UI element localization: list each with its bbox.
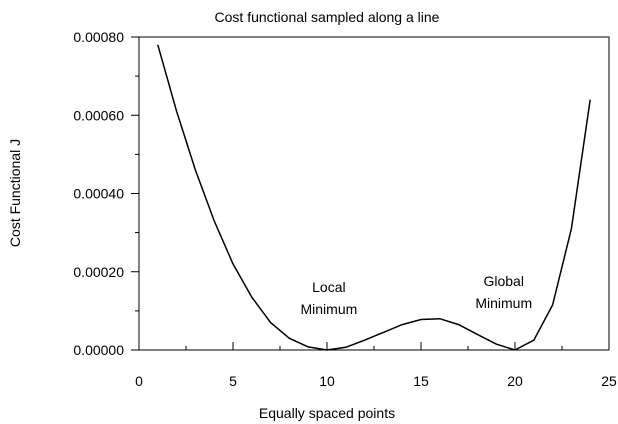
x-axis-label: Equally spaced points <box>259 405 395 421</box>
x-tick-label: 10 <box>319 373 335 389</box>
tick-labels: 0 5 10 15 20 25 0.00000 0.00020 0.00040 0.00060 0.… <box>73 29 617 389</box>
y-tick-label: 0.00080 <box>73 29 124 45</box>
annotations: Local Minimum Global Minimum <box>300 273 532 317</box>
x-tick-label: 25 <box>601 373 617 389</box>
x-tick-label: 15 <box>413 373 429 389</box>
ticks <box>131 36 610 351</box>
annotation-local-minimum: Local Minimum <box>300 279 357 317</box>
series-line <box>157 44 591 351</box>
x-tick-label: 5 <box>229 373 237 389</box>
x-tick-label: 20 <box>507 373 523 389</box>
chart-title: Cost functional sampled along a line <box>215 9 440 25</box>
y-tick-label: 0.00060 <box>73 107 124 123</box>
plot-frame <box>138 36 610 351</box>
y-tick-label: 0.00020 <box>73 264 124 280</box>
y-tick-label: 0.00000 <box>73 342 124 358</box>
y-tick-label: 0.00040 <box>73 186 124 202</box>
x-tick-label: 0 <box>135 373 143 389</box>
y-axis-label: Cost Functional J <box>7 139 23 247</box>
annotation-global-minimum: Global Minimum <box>475 273 532 311</box>
